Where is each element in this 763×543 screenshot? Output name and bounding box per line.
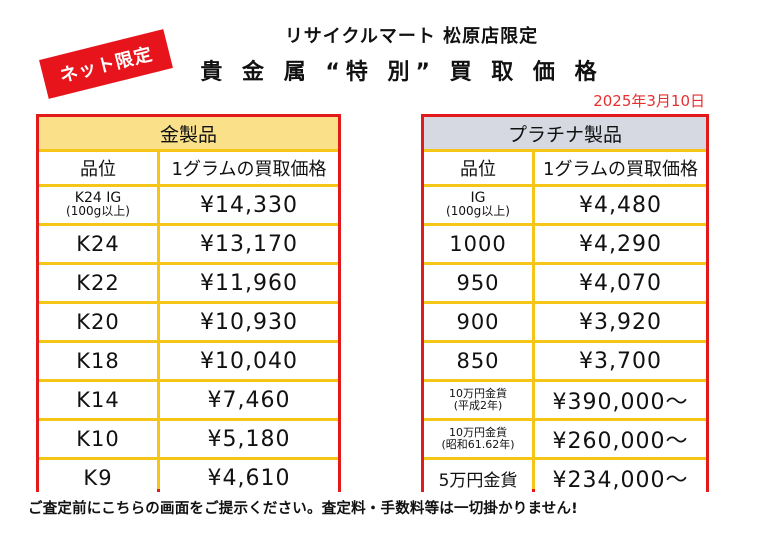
price-cell: ¥3,920	[535, 304, 706, 340]
table-row: K9 ¥4,610	[39, 460, 338, 496]
price-cell: ¥4,290	[535, 226, 706, 262]
price-cell: ¥390,000〜	[535, 382, 706, 418]
price-cell: ¥11,960	[160, 265, 338, 301]
table-row: K24 IG (100g以上) ¥14,330	[39, 187, 338, 223]
price-cell: ¥10,040	[160, 343, 338, 379]
grade-sublabel: (平成2年)	[453, 399, 503, 412]
grade-cell: K10	[39, 421, 157, 457]
price-cell: ¥7,460	[160, 382, 338, 418]
grade-cell: 850	[424, 343, 532, 379]
price-date: 2025年3月10日	[593, 92, 705, 110]
table-row: K14 ¥7,460	[39, 382, 338, 418]
grade-cell: 900	[424, 304, 532, 340]
table-row: IG (100g以上) ¥4,480	[424, 187, 706, 223]
grade-label: 10万円金貨	[449, 387, 507, 400]
table-row: K18 ¥10,040	[39, 343, 338, 379]
grade-cell: K20	[39, 304, 157, 340]
price-cell: ¥14,330	[160, 187, 338, 223]
table-row: 5万円金貨 ¥234,000〜	[424, 460, 706, 496]
gold-price-header: 1グラムの買取価格	[160, 152, 338, 184]
gold-header-row: 品位 1グラムの買取価格	[39, 152, 338, 184]
table-row: 850 ¥3,700	[424, 343, 706, 379]
platinum-header-row: 品位 1グラムの買取価格	[424, 152, 706, 184]
table-row: 900 ¥3,920	[424, 304, 706, 340]
grade-cell: K22	[39, 265, 157, 301]
table-row: K20 ¥10,930	[39, 304, 338, 340]
table-row: 1000 ¥4,290	[424, 226, 706, 262]
footer-note: ご査定前にこちらの画面をご提示ください。査定料・手数料等は一切掛かりません!	[28, 501, 578, 517]
page-title: 貴 金 属 “特 別” 買 取 価 格	[200, 60, 603, 85]
table-row: 10万円金貨 (平成2年) ¥390,000〜	[424, 382, 706, 418]
grade-cell: K24 IG (100g以上)	[39, 187, 157, 223]
grade-label: 10万円金貨	[449, 426, 507, 439]
price-cell: ¥260,000〜	[535, 421, 706, 457]
grade-cell: 10万円金貨 (昭和61.62年)	[424, 421, 532, 457]
price-cell: ¥5,180	[160, 421, 338, 457]
gold-price-table: 金製品 品位 1グラムの買取価格 K24 IG (100g以上) ¥14,330…	[36, 114, 341, 496]
price-cell: ¥4,070	[535, 265, 706, 301]
table-row: K10 ¥5,180	[39, 421, 338, 457]
shop-name: リサイクルマート 松原店限定	[284, 26, 539, 47]
grade-sublabel: (昭和61.62年)	[441, 438, 515, 451]
grade-cell: K24	[39, 226, 157, 262]
grade-cell: 10万円金貨 (平成2年)	[424, 382, 532, 418]
price-cell: ¥10,930	[160, 304, 338, 340]
grade-cell: 950	[424, 265, 532, 301]
grade-cell: K9	[39, 460, 157, 496]
platinum-table-caption: プラチナ製品	[424, 117, 706, 149]
grade-sublabel: (100g以上)	[446, 204, 510, 218]
price-cell: ¥4,480	[535, 187, 706, 223]
platinum-grade-header: 品位	[424, 152, 532, 184]
grade-label: K24 IG	[74, 190, 122, 206]
gold-table-caption: 金製品	[39, 117, 338, 149]
table-row: K22 ¥11,960	[39, 265, 338, 301]
price-cell: ¥4,610	[160, 460, 338, 496]
grade-cell: 5万円金貨	[424, 460, 532, 496]
table-row: K24 ¥13,170	[39, 226, 338, 262]
table-row: 10万円金貨 (昭和61.62年) ¥260,000〜	[424, 421, 706, 457]
table-row: 950 ¥4,070	[424, 265, 706, 301]
grade-label: IG	[470, 190, 486, 206]
grade-sublabel: (100g以上)	[66, 204, 130, 218]
platinum-price-table: プラチナ製品 品位 1グラムの買取価格 IG (100g以上) ¥4,480 1…	[421, 114, 709, 496]
grade-cell: 1000	[424, 226, 532, 262]
price-cell: ¥234,000〜	[535, 460, 706, 496]
platinum-price-header: 1グラムの買取価格	[535, 152, 706, 184]
gold-grade-header: 品位	[39, 152, 157, 184]
grade-cell: K14	[39, 382, 157, 418]
grade-cell: IG (100g以上)	[424, 187, 532, 223]
grade-cell: K18	[39, 343, 157, 379]
price-cell: ¥3,700	[535, 343, 706, 379]
price-cell: ¥13,170	[160, 226, 338, 262]
